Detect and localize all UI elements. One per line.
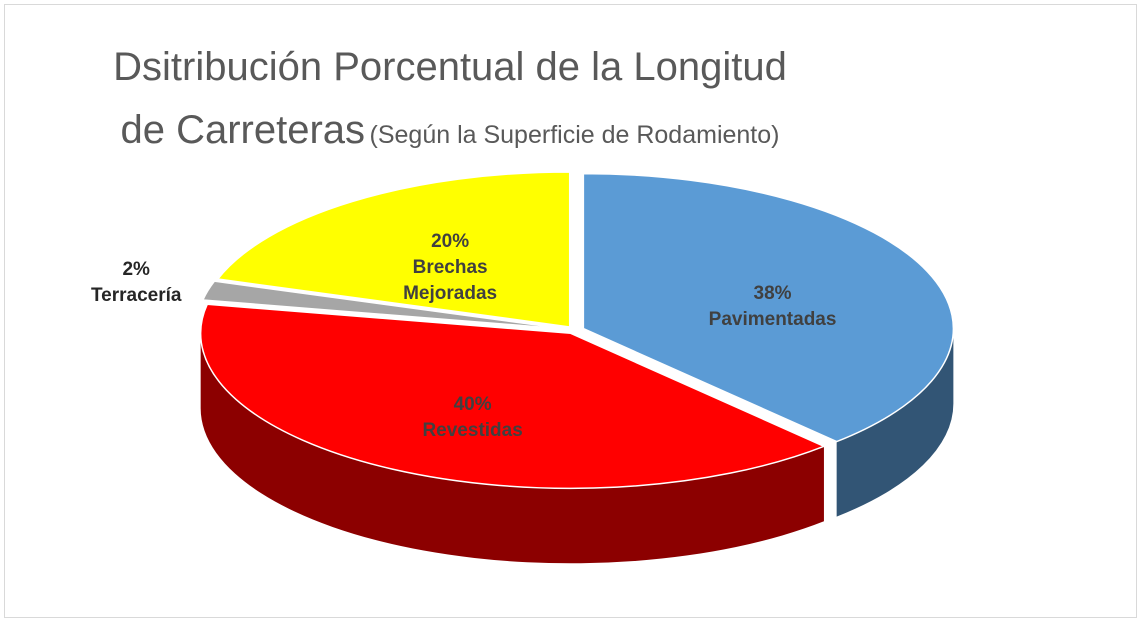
value-label: 20% (431, 230, 470, 252)
slice (216, 171, 571, 328)
value-label: 2% (122, 258, 150, 280)
category-label: Pavimentadas (708, 309, 837, 331)
chart-frame (4, 4, 1137, 618)
slice-label: 38% Pavimentadas (698, 281, 848, 333)
value-label: 38% (753, 283, 792, 305)
chart-subtitle: (Según la Superficie de Rodamiento) (369, 121, 780, 149)
category-label: Terracería (90, 284, 182, 306)
slice (199, 303, 826, 490)
slice-label: 40% Revestidas (398, 392, 548, 444)
category-label: Brechas Mejoradas (403, 256, 498, 304)
slice-side (836, 328, 954, 517)
slice (582, 172, 955, 443)
slice-label: 2% Terracería (61, 257, 211, 309)
chart-title: Dsitribución Porcentual de la Longitud d… (113, 45, 787, 152)
slice-side (200, 333, 824, 564)
slice-label: 20% Brechas Mejoradas (395, 229, 505, 307)
slice (201, 280, 567, 330)
value-label: 40% (453, 394, 492, 415)
category-label: Revestidas (422, 420, 523, 441)
title-box: Dsitribución Porcentual de la Longitud d… (100, 40, 800, 166)
